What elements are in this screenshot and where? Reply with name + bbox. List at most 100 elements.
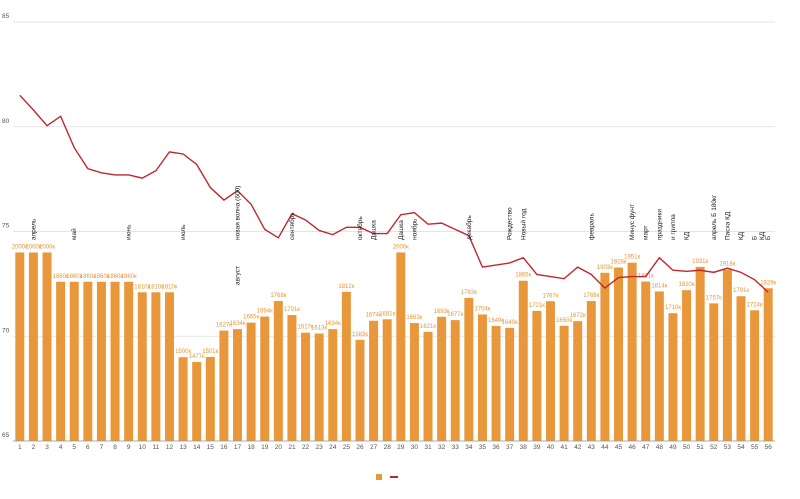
data-label: 1710к xyxy=(665,305,681,311)
data-label: 1665к xyxy=(243,315,259,321)
annotation: Дашка xyxy=(398,220,405,240)
bar xyxy=(110,281,120,441)
bar xyxy=(151,292,161,441)
annotation: КД xyxy=(738,231,745,240)
data-label: 1477к xyxy=(189,354,205,360)
x-tick-label: 22 xyxy=(302,444,310,451)
annotation: Дашка xyxy=(371,220,378,240)
bar xyxy=(83,281,93,441)
bar xyxy=(518,280,528,441)
x-tick-label: 41 xyxy=(560,444,568,451)
x-tick-label: 52 xyxy=(710,444,718,451)
x-tick-label: 32 xyxy=(438,444,446,451)
x-tick-label: 23 xyxy=(316,444,324,451)
x-tick-label: 18 xyxy=(248,444,256,451)
x-tick-label: 38 xyxy=(520,444,528,451)
bar xyxy=(301,332,311,441)
data-label: 1860к xyxy=(107,274,123,280)
data-label: 1640к xyxy=(502,320,518,326)
data-label: 1860к xyxy=(93,274,109,280)
x-tick-label: 34 xyxy=(465,444,473,451)
x-tick-label: 31 xyxy=(424,444,432,451)
x-tick-label: 11 xyxy=(153,444,160,451)
bar xyxy=(178,357,188,441)
bar xyxy=(532,310,542,441)
x-tick-label: 10 xyxy=(139,444,147,451)
x-tick-label: 49 xyxy=(669,444,677,451)
annotation: август xyxy=(235,266,242,285)
x-tick-label: 55 xyxy=(751,444,759,451)
data-label: 1681к xyxy=(379,311,395,317)
bar xyxy=(137,292,147,441)
data-label: 1634к xyxy=(230,321,246,327)
bar xyxy=(437,316,447,441)
data-label: 1810к xyxy=(148,284,164,290)
x-tick-label: 20 xyxy=(275,444,283,451)
data-label: 1650к xyxy=(556,318,572,324)
bar xyxy=(28,252,38,441)
x-tick-label: 56 xyxy=(765,444,773,451)
bar xyxy=(205,356,215,441)
x-tick-label: 35 xyxy=(479,444,487,451)
x-tick-label: 54 xyxy=(737,444,745,451)
bar xyxy=(96,281,106,441)
data-label: 1820к xyxy=(679,282,695,288)
data-label: 1860к xyxy=(121,274,137,280)
x-tick-label: 5 xyxy=(72,444,76,451)
data-label: 1768к xyxy=(270,293,286,299)
data-label: 1649к xyxy=(488,318,504,324)
x-tick-label: 44 xyxy=(601,444,609,451)
annotation: июнь xyxy=(126,224,133,240)
data-label: 1829к xyxy=(760,280,776,286)
data-label: 2000к xyxy=(25,244,41,250)
annotation: март xyxy=(643,225,650,240)
data-label: 1928к xyxy=(611,260,627,266)
annotation: КД xyxy=(759,231,766,240)
bar xyxy=(409,323,419,441)
annotation: новая волна (600) xyxy=(235,186,242,240)
x-tick-label: 26 xyxy=(356,444,364,451)
bar xyxy=(287,315,297,441)
x-tick-label: 7 xyxy=(100,444,104,451)
data-label: 1865к xyxy=(515,273,531,279)
x-tick-label: 45 xyxy=(615,444,623,451)
bar xyxy=(600,272,610,441)
data-label: 1621к xyxy=(420,324,436,330)
bar xyxy=(654,291,664,441)
bar xyxy=(668,313,678,441)
x-tick-label: 6 xyxy=(86,444,90,451)
x-tick-label: 30 xyxy=(411,444,419,451)
data-label: 1500к xyxy=(175,349,191,355)
data-label: 1810к xyxy=(134,284,150,290)
data-label: 1704к xyxy=(474,306,490,312)
annotation: Минус фунт xyxy=(629,204,636,240)
data-label: 1814к xyxy=(651,283,667,289)
x-tick-label: 51 xyxy=(697,444,705,451)
bar xyxy=(709,303,719,441)
data-label: 1721к xyxy=(529,303,545,309)
data-label: 1812к xyxy=(338,284,354,290)
x-tick-label: 48 xyxy=(656,444,664,451)
x-tick-label: 39 xyxy=(533,444,541,451)
data-label: 2000к xyxy=(39,244,55,250)
data-label: 1701к xyxy=(284,307,300,313)
y-tick-label: 65 xyxy=(2,432,10,439)
x-tick-label: 8 xyxy=(113,444,117,451)
bar xyxy=(273,301,283,441)
bar xyxy=(573,321,583,441)
bar xyxy=(341,291,351,441)
bar xyxy=(763,288,773,441)
annotation: май xyxy=(70,228,78,240)
x-tick-label: 21 xyxy=(288,444,296,451)
bar xyxy=(124,281,134,441)
bar xyxy=(695,266,705,441)
data-label: 1931к xyxy=(692,259,708,265)
bar xyxy=(246,322,256,441)
x-tick-label: 43 xyxy=(588,444,596,451)
data-label: 1783к xyxy=(461,290,477,296)
x-tick-label: 50 xyxy=(683,444,691,451)
annotation: Рождество xyxy=(507,207,514,240)
bar xyxy=(641,281,651,441)
x-tick-label: 16 xyxy=(220,444,228,451)
